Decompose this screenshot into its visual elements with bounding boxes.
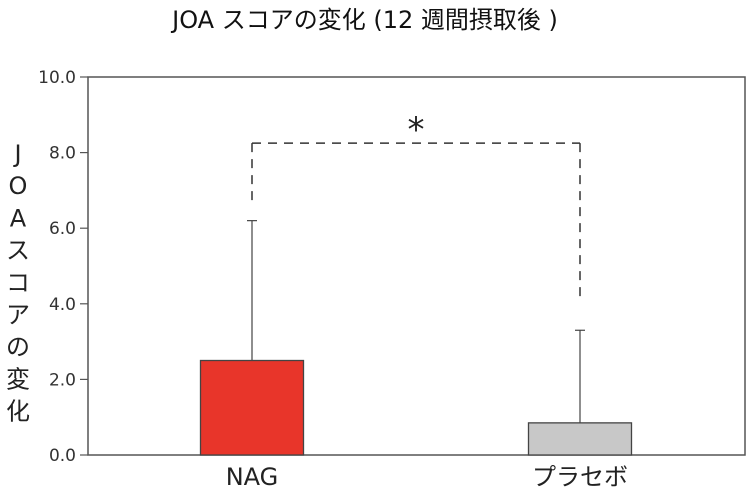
y-tick-label: 4.0 <box>49 295 76 315</box>
y-axis-label-char: コ <box>6 269 30 297</box>
y-tick-label: 0.0 <box>49 446 76 466</box>
y-tick-label: 10.0 <box>38 68 76 88</box>
x-tick-label: NAG <box>226 463 279 491</box>
bars <box>199 359 633 456</box>
y-axis-label-char: O <box>9 172 28 200</box>
x-axis: NAG プラセボ <box>226 463 628 491</box>
y-axis: 0.0 2.0 4.0 6.0 8.0 10.0 <box>38 68 88 466</box>
y-tick-label: 2.0 <box>49 370 76 390</box>
y-axis-label-char: A <box>10 204 27 232</box>
chart-title: JOA スコアの変化 (12 週間摂取後 ) <box>170 6 558 34</box>
bar <box>199 359 305 456</box>
y-tick-label: 6.0 <box>49 219 76 239</box>
y-axis-label-char: ス <box>6 237 30 265</box>
x-tick-label: プラセボ <box>532 463 628 491</box>
error-bars <box>247 220 585 423</box>
y-axis-label-char: 化 <box>6 398 30 426</box>
significance-bracket: * <box>251 110 581 298</box>
plot-frame <box>87 76 746 456</box>
y-axis-label-char: J <box>12 140 21 168</box>
y-axis-label-char: 変 <box>6 365 30 393</box>
bar <box>527 422 633 456</box>
y-axis-label-char: ア <box>6 301 30 329</box>
y-axis-label-char: の <box>6 333 30 361</box>
significance-marker: * <box>408 110 425 150</box>
y-tick-label: 8.0 <box>49 144 76 164</box>
